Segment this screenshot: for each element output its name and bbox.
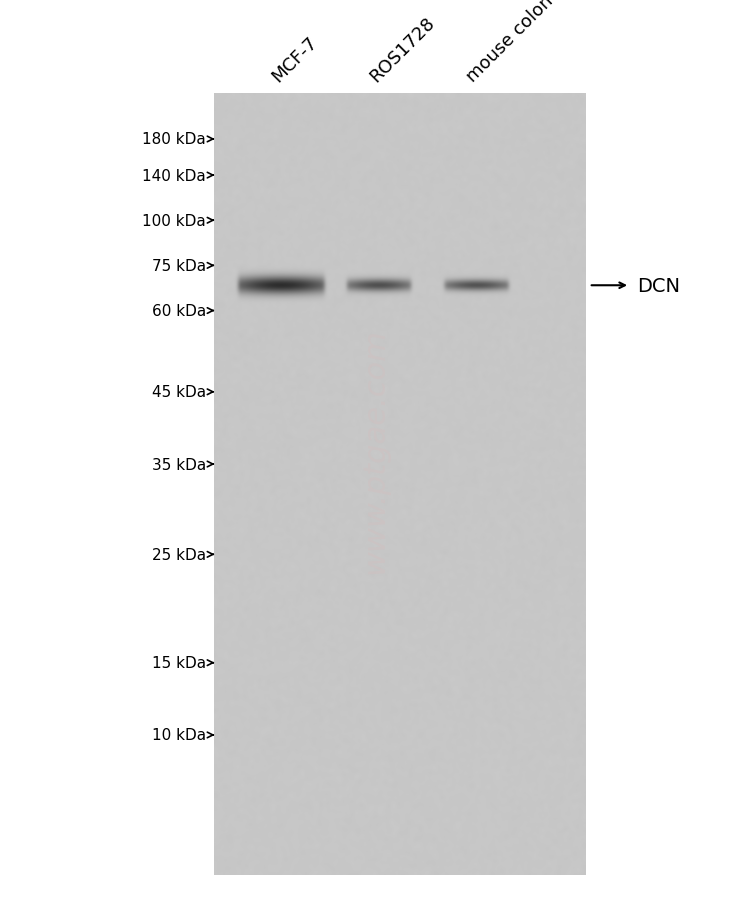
FancyBboxPatch shape	[214, 95, 585, 875]
Text: 60 kDa: 60 kDa	[152, 304, 206, 318]
Text: MCF-7: MCF-7	[268, 33, 321, 86]
Text: DCN: DCN	[638, 276, 680, 296]
Text: ROS1728: ROS1728	[366, 14, 438, 86]
Text: 25 kDa: 25 kDa	[152, 548, 206, 562]
Text: 45 kDa: 45 kDa	[152, 385, 206, 400]
Text: 180 kDa: 180 kDa	[142, 133, 206, 147]
Text: mouse colon: mouse colon	[464, 0, 557, 86]
Text: 140 kDa: 140 kDa	[142, 169, 206, 183]
Text: 100 kDa: 100 kDa	[142, 214, 206, 228]
Text: 15 kDa: 15 kDa	[152, 656, 206, 670]
Text: www.ptgae.com: www.ptgae.com	[361, 328, 389, 574]
Text: 10 kDa: 10 kDa	[152, 728, 206, 742]
Text: 35 kDa: 35 kDa	[152, 457, 206, 472]
Text: 75 kDa: 75 kDa	[152, 259, 206, 273]
